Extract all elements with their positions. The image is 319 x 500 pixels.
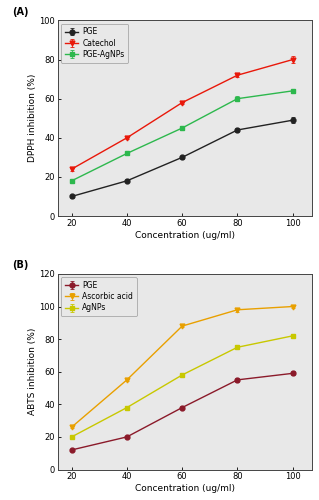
Legend: PGE, Catechol, PGE-AgNPs: PGE, Catechol, PGE-AgNPs: [61, 24, 128, 62]
Text: (A): (A): [12, 6, 29, 16]
X-axis label: Concentration (ug/ml): Concentration (ug/ml): [135, 230, 235, 239]
X-axis label: Concentration (ug/ml): Concentration (ug/ml): [135, 484, 235, 493]
Y-axis label: DPPH inhibition (%): DPPH inhibition (%): [27, 74, 36, 162]
Legend: PGE, Ascorbic acid, AgNPs: PGE, Ascorbic acid, AgNPs: [61, 277, 137, 316]
Y-axis label: ABTS inhibition (%): ABTS inhibition (%): [27, 328, 36, 416]
Text: (B): (B): [12, 260, 28, 270]
